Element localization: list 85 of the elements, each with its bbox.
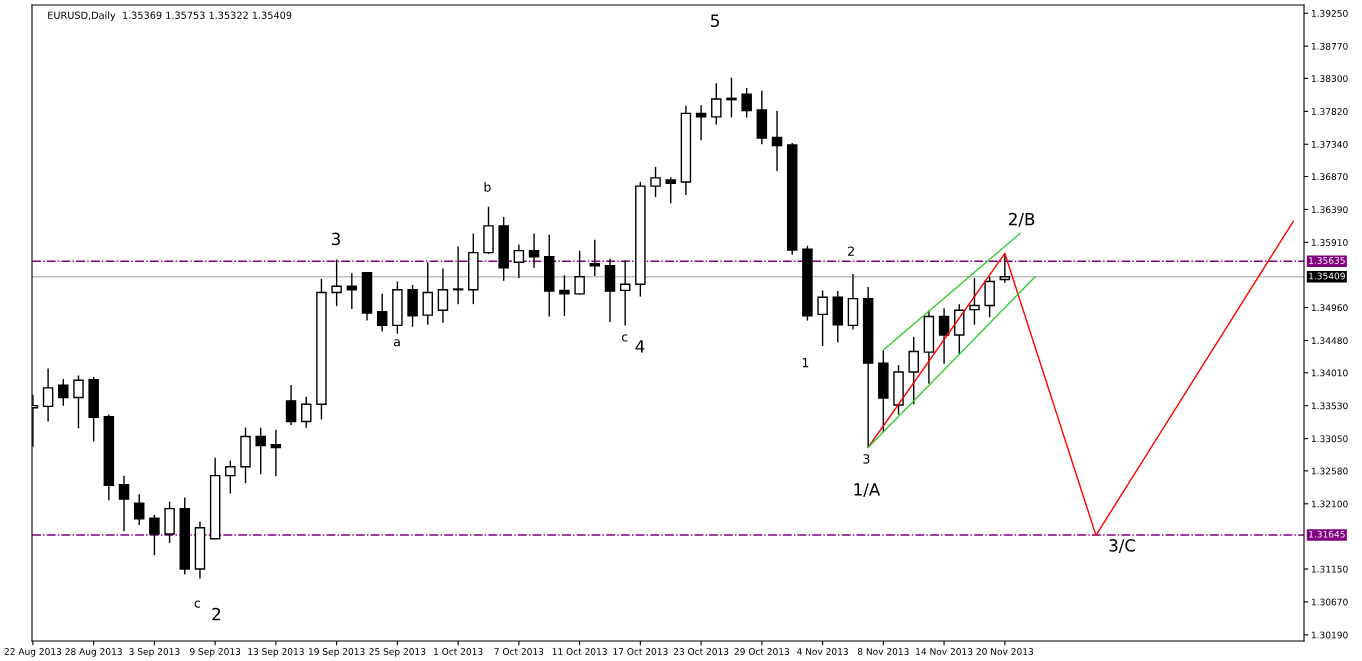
x-tick-label: 9 Sep 2013	[189, 648, 241, 657]
candlestick	[42, 367, 54, 423]
ref-line-label: 1.31645	[1309, 530, 1345, 538]
candlestick	[73, 374, 84, 430]
y-tick-label: 1.37820	[1311, 108, 1348, 115]
candlestick	[999, 252, 1011, 284]
y-tick-label: 1.38300	[1311, 75, 1348, 82]
candlestick	[133, 493, 145, 526]
y-tick-label: 1.30670	[1311, 598, 1348, 606]
annotation: 2	[848, 246, 854, 256]
y-tick-label: 1.34960	[1311, 304, 1348, 312]
candlestick	[331, 258, 342, 307]
annotation: 2/B	[1009, 212, 1035, 227]
annotation: b	[484, 182, 491, 192]
candlestick	[695, 104, 707, 141]
x-tick-label: 22 Aug 2013	[4, 648, 62, 657]
y-tick-label: 1.32580	[1311, 467, 1348, 475]
candlestick	[908, 336, 919, 405]
x-tick-label: 14 Nov 2013	[916, 648, 973, 655]
candlestick	[665, 176, 676, 204]
y-tick-label: 1.38770	[1311, 42, 1348, 50]
annotation: 1	[802, 358, 809, 368]
candlestick	[650, 166, 661, 198]
candlestick	[301, 396, 312, 429]
y-tick-label: 1.35910	[1311, 239, 1348, 246]
annotation: 3	[863, 454, 870, 464]
candlestick	[513, 243, 525, 279]
y-tick-label: 1.34480	[1311, 337, 1348, 345]
candlestick	[771, 109, 783, 172]
x-tick-label: 11 Oct 2013	[552, 648, 607, 655]
candlestick	[376, 293, 388, 333]
annotation: c	[194, 600, 201, 608]
candlestick	[528, 232, 540, 269]
candlestick	[969, 277, 980, 326]
text: EURUSD,Daily 1.35369 1.35753 1.35322 1.35409	[48, 11, 292, 21]
annotation: 5	[711, 14, 719, 28]
y-tick-label: 1.32100	[1311, 500, 1348, 508]
y-tick-label: 1.36390	[1311, 206, 1348, 214]
x-tick-label: 3 Sep 2013	[129, 648, 180, 657]
annotation: 3	[331, 232, 340, 246]
candlestick	[270, 428, 282, 478]
candlestick	[149, 514, 160, 556]
x-tick-label: 1 Oct 2013	[434, 648, 483, 655]
y-tick-label: 1.33050	[1311, 435, 1348, 443]
candlestick	[559, 274, 570, 317]
x-tick-label: 19 Sep 2013	[309, 648, 365, 657]
candlestick	[422, 261, 434, 326]
annotation: c	[622, 334, 628, 342]
annotation: 1/A	[854, 483, 881, 498]
annotation: 3/C	[1109, 539, 1136, 554]
y-tick-label: 1.36870	[1311, 173, 1348, 181]
candlestick	[817, 289, 828, 347]
x-tick-label: 13 Sep 2013	[248, 648, 304, 657]
candlestick	[225, 459, 236, 495]
candlestick	[619, 259, 631, 327]
x-tick-label: 17 Oct 2013	[613, 648, 668, 655]
ref-line-label: 1.35635	[1309, 257, 1345, 264]
y-tick-label: 1.31150	[1311, 565, 1348, 573]
candlestick	[255, 426, 266, 475]
candlestick	[711, 82, 722, 126]
candlestick	[285, 384, 297, 426]
x-tick-label: 23 Oct 2013	[673, 648, 729, 655]
candlestick	[58, 378, 69, 407]
y-tick-label: 1.34010	[1311, 369, 1348, 377]
x-tick-label: 8 Nov 2013	[857, 648, 909, 655]
x-tick-label: 4 Nov 2013	[797, 648, 848, 655]
x-tick-label: 7 Oct 2013	[494, 648, 544, 655]
annotation: 2	[212, 607, 221, 621]
candlestick	[938, 307, 950, 365]
annotation: a	[393, 339, 400, 347]
x-tick-label: 25 Sep 2013	[369, 648, 426, 657]
annotation: 4	[635, 340, 645, 353]
candlestick	[574, 249, 585, 296]
y-tick-label: 1.39250	[1311, 9, 1348, 17]
candlestick	[118, 474, 130, 532]
x-tick-label: 20 Nov 2013	[976, 648, 1034, 655]
y-tick-label: 1.37340	[1311, 141, 1348, 148]
candlestick	[452, 245, 464, 305]
y-tick-label: 1.30190	[1311, 631, 1348, 639]
x-tick-label: 29 Oct 2013	[734, 648, 790, 655]
ref-line-label: 1.35409	[1309, 272, 1345, 280]
candlestick	[741, 87, 752, 119]
x-tick-label: 28 Aug 2013	[65, 648, 122, 657]
y-tick-label: 1.33530	[1311, 402, 1348, 410]
candlestick	[437, 267, 449, 324]
